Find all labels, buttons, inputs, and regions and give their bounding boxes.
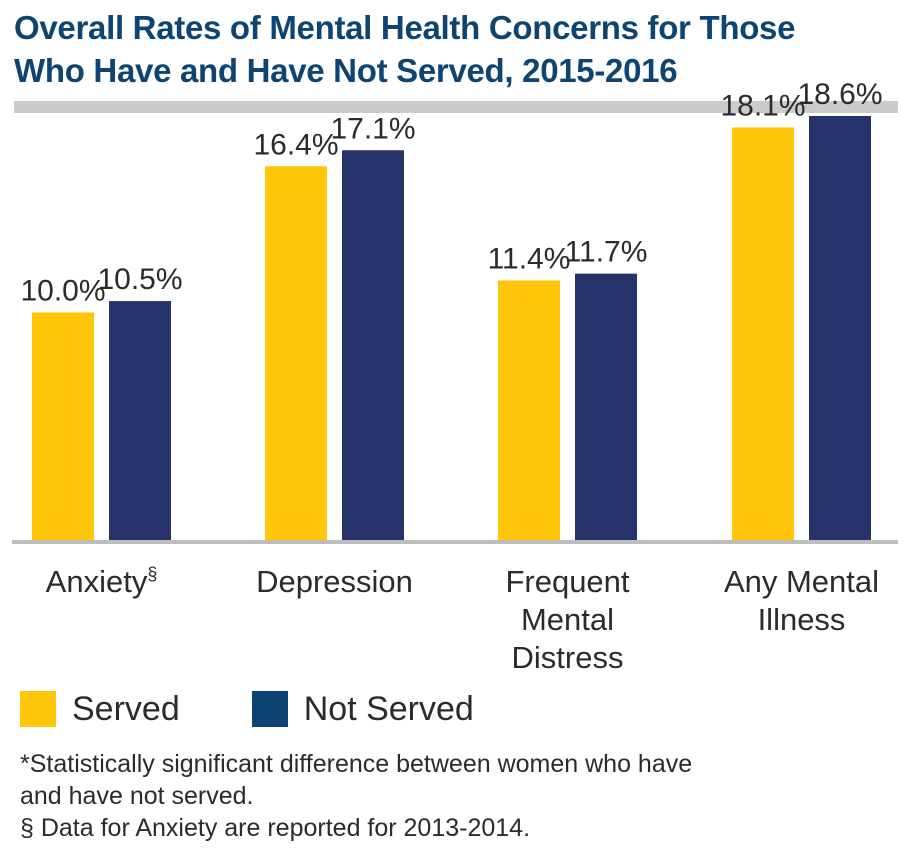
bar-served-depression — [265, 166, 327, 541]
legend-swatch-not-served — [251, 691, 288, 727]
category-label-depression: Depression — [256, 564, 413, 599]
footnote-line-2: and have not served. — [20, 782, 254, 810]
legend-item-served: Served — [20, 690, 180, 729]
legend-item-not-served: Not Served — [251, 689, 474, 729]
title-line-2: Who Have and Have Not Served, 2015-2016 — [14, 52, 678, 89]
category-label-any-mental-illness: Any Mental Illness — [724, 564, 879, 637]
legend: Served Not Served — [20, 688, 546, 730]
category-label-anxiety: Anxiety§ — [46, 564, 158, 599]
bar-not-served-anxiety — [109, 301, 171, 541]
title-line-1: Overall Rates of Mental Health Concerns … — [14, 9, 796, 46]
x-axis-line — [12, 540, 898, 544]
data-label-not-served-depression: 17.1% — [330, 112, 415, 145]
data-label-not-served-anxiety: 10.5% — [97, 263, 182, 296]
data-label-not-served-any-mental-illness: 18.6% — [797, 78, 882, 111]
data-label-served-depression: 16.4% — [253, 128, 338, 161]
footnote-line-1: *Statistically significant difference be… — [20, 750, 693, 778]
bar-not-served-any-mental-illness — [809, 115, 871, 542]
category-label-frequent-mental-distress: Frequent Mental Distress — [505, 564, 629, 675]
bar-not-served-depression — [342, 150, 404, 541]
data-label-not-served-frequent-mental-distress: 11.7% — [565, 236, 648, 269]
bar-chart: 10.0%10.5% Anxiety§ 16.4%17.1% Depression 11… — [12, 78, 898, 675]
footnote-line-3: § Data for Anxiety are reported for 2013… — [20, 814, 531, 842]
data-label-served-any-mental-illness: 18.1% — [720, 89, 805, 122]
legend-swatch-served — [20, 691, 56, 727]
data-label-served-frequent-mental-distress: 11.4% — [488, 243, 571, 276]
bar-served-anxiety — [32, 312, 94, 541]
bar-served-any-mental-illness — [732, 127, 794, 541]
bar-not-served-frequent-mental-distress — [575, 273, 637, 541]
bar-served-frequent-mental-distress — [498, 280, 560, 541]
footnotes: *Statistically significant difference be… — [20, 748, 900, 844]
legend-label-not-served: Not Served — [303, 689, 474, 728]
title-rule — [14, 101, 898, 113]
legend-label-served: Served — [72, 689, 180, 728]
data-label-served-anxiety: 10.0% — [20, 275, 105, 308]
chart-title: Overall Rates of Mental Health Concerns … — [14, 6, 904, 92]
